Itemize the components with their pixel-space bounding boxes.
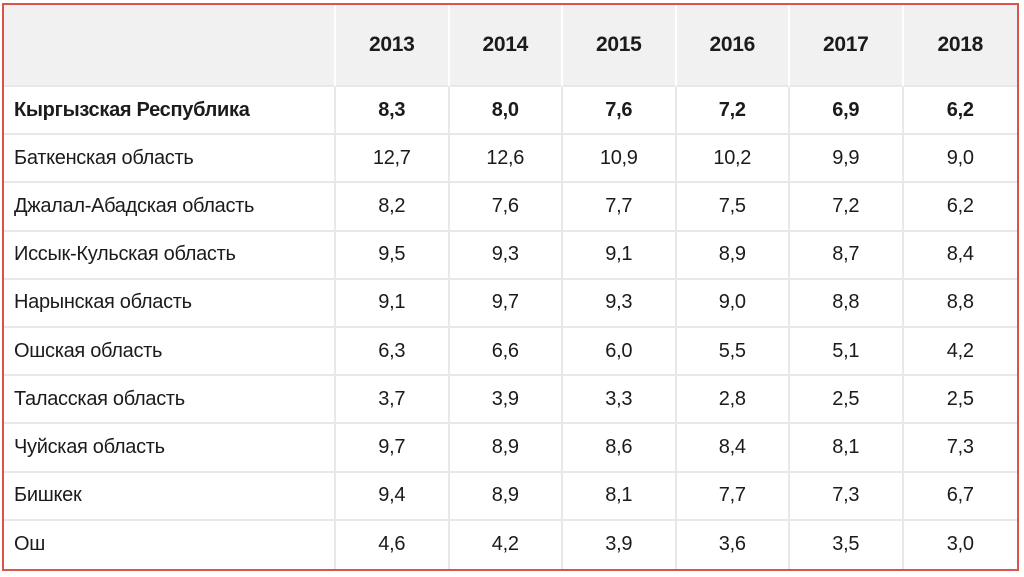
value-cell: 9,0 [676,279,790,328]
value-cell: 6,0 [563,327,677,377]
value-cell: 8,0 [449,87,563,136]
year-column-header: 2013 [336,5,450,87]
table-row: Ошская область 6,3 6,6 6,0 5,5 5,1 4,2 [4,327,1017,377]
value-cell: 7,6 [449,183,563,232]
value-cell: 8,8 [790,279,904,328]
table-header-row: 2013 2014 2015 2016 2017 2018 [4,5,1017,87]
value-cell: 12,7 [336,135,450,184]
region-label-cell: Баткенская область [4,135,336,184]
value-cell: 10,2 [676,135,790,184]
value-cell: 7,6 [563,87,677,136]
table-row: Кыргызская Республика 8,3 8,0 7,6 7,2 6,9 6,2 [4,87,1017,136]
value-cell: 7,7 [563,183,677,232]
table-row: Джалал-Абадская область 8,2 7,6 7,7 7,5 7,2 6,… [4,183,1017,232]
value-cell: 8,9 [449,424,563,473]
region-label-cell: Иссык-Кульская область [4,231,336,280]
value-cell: 7,7 [676,472,790,521]
value-cell: 7,3 [790,472,904,521]
year-column-header: 2014 [449,5,563,87]
value-cell: 2,8 [676,376,790,425]
value-cell: 7,3 [903,424,1017,473]
value-cell: 3,9 [449,376,563,425]
value-cell: 2,5 [790,376,904,425]
value-cell: 9,5 [336,231,450,280]
regional-statistics-table: 2013 2014 2015 2016 2017 2018 Кыргызская Респ… [4,5,1017,569]
table-row: Нарынская область 9,1 9,7 9,3 9,0 8,8 8,8 [4,279,1017,328]
region-label-cell: Чуйская область [4,424,336,473]
value-cell: 6,9 [790,87,904,136]
value-cell: 6,2 [903,183,1017,232]
value-cell: 8,1 [790,424,904,473]
value-cell: 7,2 [790,183,904,232]
region-label-cell: Ош [4,520,336,569]
year-column-header: 2018 [903,5,1017,87]
value-cell: 8,2 [336,183,450,232]
value-cell: 7,5 [676,183,790,232]
region-label-cell: Нарынская область [4,279,336,328]
value-cell: 3,3 [563,376,677,425]
region-label-cell: Таласская область [4,376,336,425]
value-cell: 8,9 [449,472,563,521]
value-cell: 9,3 [449,231,563,280]
value-cell: 2,5 [903,376,1017,425]
region-label-cell: Кыргызская Республика [4,87,336,136]
value-cell: 6,2 [903,87,1017,136]
value-cell: 12,6 [449,135,563,184]
table-row: Ош 4,6 4,2 3,9 3,6 3,5 3,0 [4,520,1017,569]
value-cell: 9,7 [336,424,450,473]
value-cell: 8,6 [563,424,677,473]
value-cell: 3,5 [790,520,904,569]
value-cell: 3,0 [903,520,1017,569]
value-cell: 5,1 [790,327,904,377]
region-label-cell: Ошская область [4,327,336,377]
table-row: Бишкек 9,4 8,9 8,1 7,7 7,3 6,7 [4,472,1017,521]
value-cell: 6,7 [903,472,1017,521]
year-column-header: 2015 [563,5,677,87]
value-cell: 3,9 [563,520,677,569]
value-cell: 9,1 [563,231,677,280]
region-label-cell: Джалал-Абадская область [4,183,336,232]
value-cell: 8,1 [563,472,677,521]
year-column-header: 2016 [676,5,790,87]
value-cell: 8,4 [903,231,1017,280]
corner-header-cell [4,5,336,87]
value-cell: 4,2 [903,327,1017,377]
value-cell: 10,9 [563,135,677,184]
value-cell: 3,6 [676,520,790,569]
value-cell: 9,9 [790,135,904,184]
value-cell: 6,6 [449,327,563,377]
value-cell: 8,7 [790,231,904,280]
value-cell: 8,8 [903,279,1017,328]
value-cell: 9,4 [336,472,450,521]
table-body: Кыргызская Республика 8,3 8,0 7,6 7,2 6,9 6,2 Б… [4,87,1017,569]
table-row: Чуйская область 9,7 8,9 8,6 8,4 8,1 7,3 [4,424,1017,473]
region-label-cell: Бишкек [4,472,336,521]
table-row: Таласская область 3,7 3,9 3,3 2,8 2,5 2,5 [4,376,1017,425]
table-row: Иссык-Кульская область 9,5 9,3 9,1 8,9 8,7 8,4 [4,231,1017,280]
regional-statistics-table-frame: 2013 2014 2015 2016 2017 2018 Кыргызская Респ… [2,3,1019,571]
value-cell: 4,6 [336,520,450,569]
value-cell: 7,2 [676,87,790,136]
value-cell: 8,4 [676,424,790,473]
value-cell: 4,2 [449,520,563,569]
value-cell: 8,3 [336,87,450,136]
value-cell: 3,7 [336,376,450,425]
table-row: Баткенская область 12,7 12,6 10,9 10,2 9,9 9,0 [4,135,1017,184]
value-cell: 9,7 [449,279,563,328]
value-cell: 6,3 [336,327,450,377]
value-cell: 8,9 [676,231,790,280]
value-cell: 9,1 [336,279,450,328]
value-cell: 5,5 [676,327,790,377]
year-column-header: 2017 [790,5,904,87]
value-cell: 9,0 [903,135,1017,184]
value-cell: 9,3 [563,279,677,328]
